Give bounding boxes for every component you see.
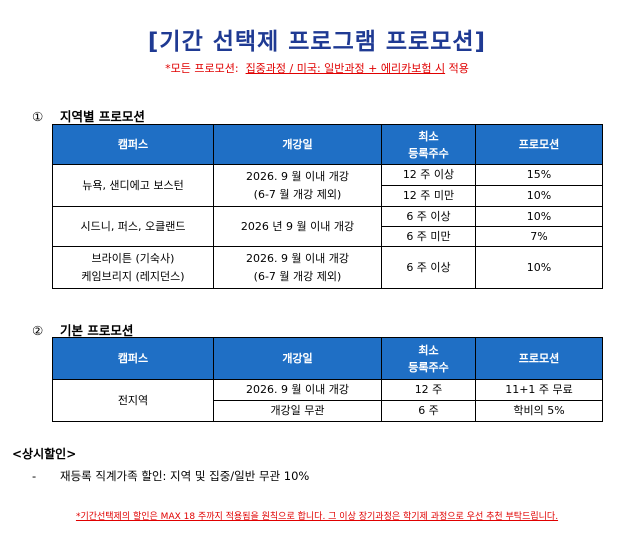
campus-cell: 뉴욕, 샌디에고 보스턴 bbox=[52, 164, 214, 207]
promotion-cell: 15% bbox=[475, 164, 603, 186]
table-row: 브라이튼 (기숙사) 케임브리지 (레지던스) 2026. 9 월 이내 개강 … bbox=[52, 246, 603, 289]
header-promotion: 프로모션 bbox=[475, 337, 603, 380]
start-date-cell: 2026. 9 월 이내 개강 (6-7 월 개강 제외) bbox=[213, 246, 382, 289]
header-campus: 캠퍼스 bbox=[52, 124, 214, 165]
min-weeks-cell: 12 주 미만 bbox=[381, 185, 476, 207]
start-date-cell: 2026. 9 월 이내 개강 bbox=[213, 379, 382, 401]
start-date-cell: 개강일 무관 bbox=[213, 400, 382, 422]
promotion-cell: 10% bbox=[475, 206, 603, 227]
regional-promo-table: 캠퍼스 개강일 최소 등록주수 프로모션 뉴욕, 샌디에고 보스턴 2026. … bbox=[52, 124, 603, 289]
promo-conditions: *모든 프로모션: 집중과정 / 미국: 일반과정 + 에리카보험 시 적용 bbox=[0, 60, 634, 76]
table-header-row: 캠퍼스 개강일 최소 등록주수 프로모션 bbox=[52, 337, 603, 380]
section2-heading: ② 기본 프로모션 bbox=[32, 320, 133, 339]
table-row: 시드니, 퍼스, 오클랜드 2026 년 9 월 이내 개강 6 주 이상 10… bbox=[52, 206, 603, 247]
table-header-row: 캠퍼스 개강일 최소 등록주수 프로모션 bbox=[52, 124, 603, 165]
min-weeks-cell: 6 주 이상 bbox=[381, 246, 476, 289]
promotion-cell: 11+1 주 무료 bbox=[475, 379, 603, 401]
min-weeks-cell: 12 주 bbox=[381, 379, 476, 401]
min-weeks-cell: 6 주 bbox=[381, 400, 476, 422]
page-title: [기간 선택제 프로그램 프로모션] bbox=[147, 29, 487, 55]
header-campus: 캠퍼스 bbox=[52, 337, 214, 380]
campus-cell: 브라이튼 (기숙사) 케임브리지 (레지던스) bbox=[52, 246, 214, 289]
start-date-cell: 2026. 9 월 이내 개강 (6-7 월 개강 제외) bbox=[213, 164, 382, 207]
standing-discount-text: 재등록 직계가족 할인: 지역 및 집중/일반 무관 10% bbox=[60, 469, 310, 483]
header-promotion: 프로모션 bbox=[475, 124, 603, 165]
section2-number: ② bbox=[32, 323, 44, 338]
section1-title: 지역별 프로모션 bbox=[60, 109, 145, 124]
campus-cell: 전지역 bbox=[52, 379, 214, 422]
standing-discount-item: - 재등록 직계가족 할인: 지역 및 집중/일반 무관 10% bbox=[32, 468, 309, 484]
section1-heading: ① 지역별 프로모션 bbox=[32, 106, 145, 125]
promo-conditions-courses: 집중과정 / 미국: 일반과정 + 에리카보험 시 bbox=[245, 62, 446, 75]
promo-conditions-suffix: 적용 bbox=[445, 62, 469, 75]
header-start-date: 개강일 bbox=[213, 124, 382, 165]
start-date-cell: 2026 년 9 월 이내 개강 bbox=[213, 206, 382, 247]
min-weeks-cell: 6 주 미만 bbox=[381, 226, 476, 247]
table-row: 전지역 2026. 9 월 이내 개강 12 주 11+1 주 무료 bbox=[52, 379, 603, 422]
min-weeks-cell: 6 주 이상 bbox=[381, 206, 476, 227]
section1-number: ① bbox=[32, 109, 44, 124]
bullet-dash: - bbox=[32, 469, 37, 483]
footnote: *기간선택제의 할인은 MAX 18 주까지 적용됨을 원칙으로 합니다. 그 … bbox=[75, 512, 559, 522]
table-row: 개강일 무관 6 주 학비의 5% bbox=[53, 400, 603, 422]
standing-discount-heading: <상시할인> bbox=[12, 447, 77, 461]
campus-cell: 시드니, 퍼스, 오클랜드 bbox=[52, 206, 214, 247]
promotion-cell: 10% bbox=[475, 246, 603, 289]
header-min-weeks: 최소 등록주수 bbox=[381, 337, 476, 380]
promo-conditions-prefix: *모든 프로모션: bbox=[165, 62, 246, 75]
basic-promo-table: 캠퍼스 개강일 최소 등록주수 프로모션 전지역 2026. 9 월 이내 개강… bbox=[52, 337, 603, 422]
min-weeks-cell: 12 주 이상 bbox=[381, 164, 476, 186]
section2-title: 기본 프로모션 bbox=[60, 323, 134, 338]
promotion-cell: 학비의 5% bbox=[475, 400, 603, 422]
promotion-cell: 10% bbox=[475, 185, 603, 207]
header-start-date: 개강일 bbox=[213, 337, 382, 380]
promotion-cell: 7% bbox=[475, 226, 603, 247]
table-row: 뉴욕, 샌디에고 보스턴 2026. 9 월 이내 개강 (6-7 월 개강 제… bbox=[52, 164, 603, 207]
header-min-weeks: 최소 등록주수 bbox=[381, 124, 476, 165]
